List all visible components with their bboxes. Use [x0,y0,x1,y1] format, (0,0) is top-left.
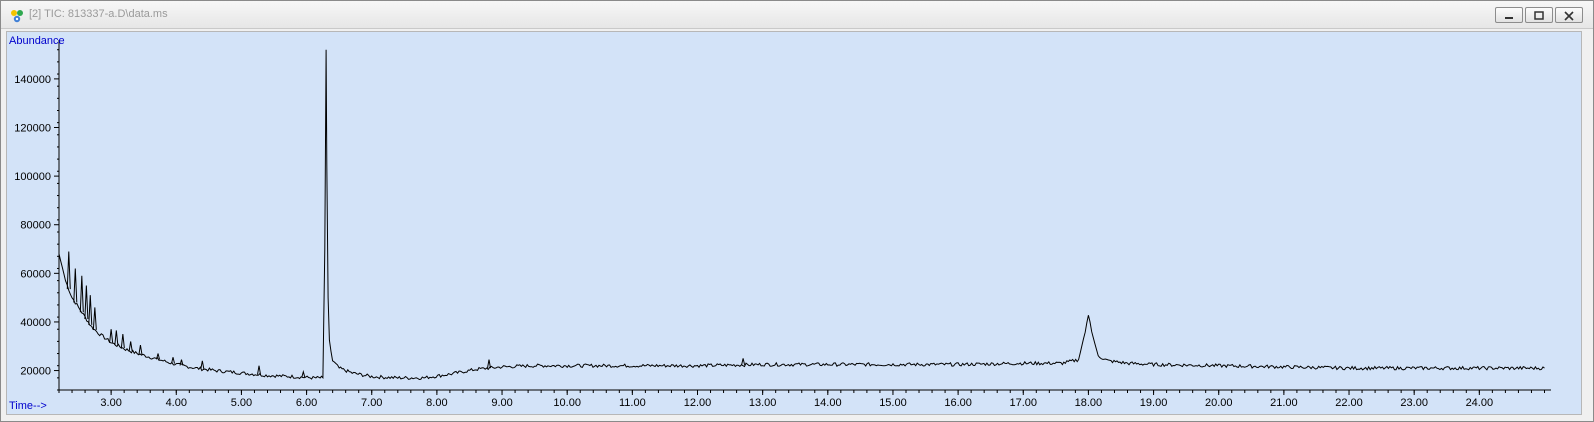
minimize-button[interactable] [1495,7,1523,23]
x-tick-label: 23.00 [1400,397,1428,409]
minor-peak [109,329,114,343]
minimize-icon [1505,17,1513,19]
minor-peak [200,360,205,370]
minor-peak [487,359,492,369]
x-tick-label: 11.00 [619,397,646,409]
y-tick-label: 20000 [20,366,51,378]
x-tick-label: 16.00 [944,397,972,409]
close-icon [1564,11,1574,21]
restore-icon [1534,11,1544,20]
chromatogram-app-icon [11,10,23,23]
x-tick-label: 4.00 [166,397,187,409]
x-tick-label: 8.00 [426,397,447,409]
x-tick-label: 20.00 [1205,397,1233,409]
window-title: [2] TIC: 813337-a.D\data.ms [29,8,168,20]
y-tick-label: 120000 [14,123,51,135]
y-axis-ticks: 20000 40000 60000 80000 100000 120000 140000 [14,49,59,391]
tic-trace-line [58,49,1545,381]
x-tick-label: 15.00 [879,397,907,409]
x-tick-label: 24.00 [1466,397,1494,409]
y-axis-label: Abundance [9,35,65,47]
chart-axes [58,40,1551,391]
minor-peak [156,353,161,360]
minor-peak [171,357,176,364]
chart-series [58,49,1545,381]
minor-peak [128,341,133,352]
minor-peak [92,307,97,330]
x-tick-label: 9.00 [491,397,512,409]
x-tick-label: 19.00 [1140,397,1168,409]
y-tick-label: 100000 [14,171,51,183]
x-axis-label: Time--> [9,400,47,412]
y-tick-label: 140000 [14,74,51,86]
x-tick-label: 7.00 [361,397,382,409]
plot-area[interactable]: 20000 40000 60000 80000 100000 120000 140000 3… [6,31,1582,415]
minor-peak [741,358,746,365]
title-bar[interactable]: [2] TIC: 813337-a.D\data.ms [1,1,1593,29]
minor-peak [257,365,262,375]
minor-peak [114,330,119,346]
restore-button[interactable] [1525,7,1553,23]
chromatogram-chart: 20000 40000 60000 80000 100000 120000 140000 3… [9,35,1551,412]
x-tick-label: 18.00 [1075,397,1103,409]
minor-peak [120,334,125,349]
x-tick-label: 21.00 [1270,397,1298,409]
minor-peak [66,251,71,290]
x-axis-ticks: 3.00 4.00 5.00 6.00 7.00 8.00 9.00 10.00 11.00 12… [58,390,1545,409]
x-tick-label: 13.00 [749,397,777,409]
minor-peak [179,359,184,366]
y-tick-label: 40000 [20,317,51,329]
x-tick-label: 3.00 [100,397,121,409]
minor-peak [79,275,84,313]
y-tick-label: 60000 [20,268,51,280]
x-tick-label: 6.00 [296,397,317,409]
y-tick-label: 80000 [20,220,51,232]
minor-peak [301,369,306,378]
x-tick-label: 10.00 [553,397,581,409]
minor-peak [88,295,93,325]
x-tick-label: 5.00 [231,397,252,409]
x-tick-label: 12.00 [684,397,712,409]
minor-peak [138,344,143,355]
x-tick-label: 22.00 [1335,397,1363,409]
minor-peak [84,285,89,320]
x-tick-label: 14.00 [814,397,842,409]
x-tick-label: 17.00 [1009,397,1037,409]
close-button[interactable] [1555,7,1583,23]
minor-peak [73,268,78,303]
